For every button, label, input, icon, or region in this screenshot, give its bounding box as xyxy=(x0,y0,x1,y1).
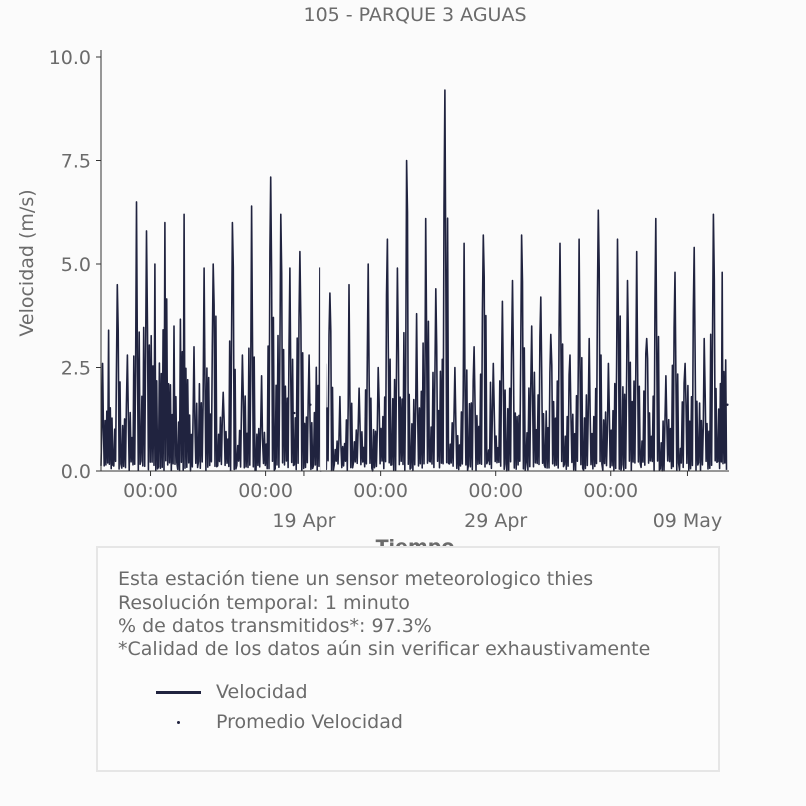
promedio-point xyxy=(726,403,729,406)
y-tick-label: 2.5 xyxy=(61,358,91,380)
x-tick-date-label: 29 Apr xyxy=(464,510,527,532)
x-tick-label: 00:00 xyxy=(353,480,408,502)
y-tick-label: 5.0 xyxy=(61,254,91,276)
legend-line-marker xyxy=(156,691,201,694)
x-tick-label: 00:00 xyxy=(583,480,638,502)
promedio-point xyxy=(275,403,278,406)
x-tick-label: 00:00 xyxy=(468,480,523,502)
chart-title: 105 - PARQUE 3 AGUAS xyxy=(303,4,526,26)
promedio-point xyxy=(293,411,296,415)
promedio-point xyxy=(309,403,312,406)
legend-dot-marker xyxy=(177,721,180,724)
info-sensor-line: Esta estación tiene un sensor meteorolog… xyxy=(118,568,594,590)
info-box: Esta estación tiene un sensor meteorolog… xyxy=(96,546,720,772)
y-axis-label: Velocidad (m/s) xyxy=(16,189,38,336)
wind-speed-chart: 105 - PARQUE 3 AGUAS Velocidad (m/s) Tie… xyxy=(16,4,729,558)
y-tick-label: 10.0 xyxy=(49,47,91,69)
x-tick-date-label: 09 May xyxy=(653,510,723,532)
y-tick-label: 0.0 xyxy=(61,461,91,483)
data-gap xyxy=(320,57,327,471)
info-transmitted-line: % de datos transmitidos*: 97.3% xyxy=(118,615,432,637)
x-tick-date-label: 19 Apr xyxy=(272,510,335,532)
legend-item-velocidad: Velocidad xyxy=(216,681,308,703)
y-tick-label: 7.5 xyxy=(61,151,91,173)
info-resolution-line: Resolución temporal: 1 minuto xyxy=(118,592,410,614)
legend-item-promedio: Promedio Velocidad xyxy=(216,711,403,733)
info-quality-note: *Calidad de los datos aún sin verificar … xyxy=(118,638,651,660)
x-tick-label: 00:00 xyxy=(238,480,293,502)
series-velocidad-line xyxy=(100,89,728,472)
promedio-point xyxy=(723,403,726,406)
x-tick-label: 00:00 xyxy=(123,480,178,502)
